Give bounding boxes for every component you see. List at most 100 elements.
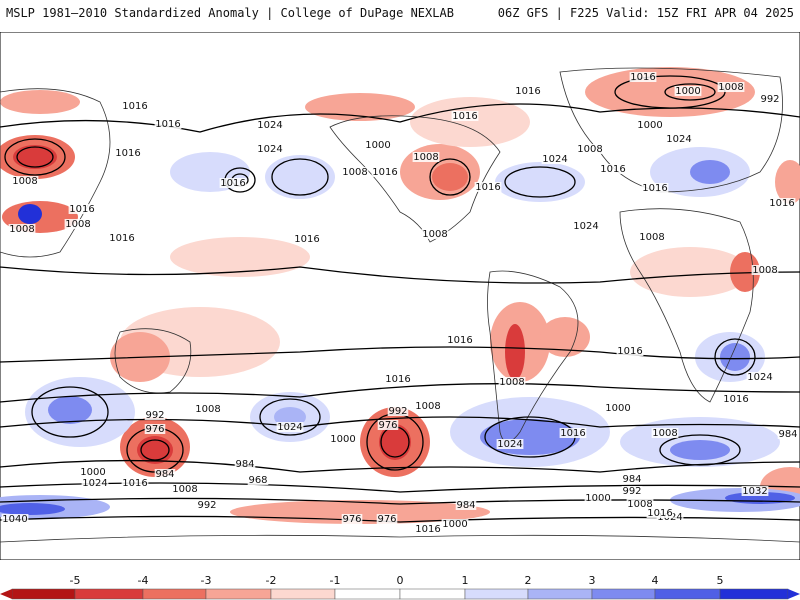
anomaly-neg-siberia	[585, 67, 755, 117]
contour-label-bg	[474, 182, 502, 192]
colorbar-tick-label: -3	[201, 574, 212, 587]
colorbar-tick-label: -2	[266, 574, 277, 587]
contour-label-bg	[665, 134, 693, 144]
contour-label: 976	[378, 420, 397, 431]
contour-label: 1008	[577, 144, 602, 155]
contour-label-bg	[414, 524, 442, 534]
contour-label: 1016	[372, 167, 397, 178]
isobar	[0, 266, 800, 284]
colorbar-bin	[270, 588, 336, 600]
contour-label-bg	[1, 514, 29, 524]
contour-label-bg	[11, 176, 39, 186]
colorbar-bin	[719, 588, 789, 600]
contour-label-bg	[746, 372, 774, 382]
contour-label-bg	[717, 82, 745, 92]
contour-label-bg	[576, 144, 604, 154]
contour-label-bg	[154, 119, 182, 129]
contour-label-bg	[514, 86, 542, 96]
contour-label-bg	[256, 120, 284, 130]
anomaly-pos-npac	[265, 155, 335, 199]
isobar	[0, 383, 800, 403]
anomaly-neg-hudson	[410, 97, 530, 147]
contour-label-bg	[629, 72, 657, 82]
anomaly-neg-africa	[630, 247, 750, 297]
isobar-closed	[504, 166, 576, 198]
contour-label: 1016	[630, 72, 655, 83]
contour-label: 1016	[220, 178, 245, 189]
contour-label-bg	[768, 198, 796, 208]
contour-label-bg	[219, 178, 247, 188]
contour-label-bg	[496, 439, 524, 449]
contour-label: 984	[456, 500, 475, 511]
contour-label-bg	[646, 508, 674, 518]
contour-label-bg	[171, 484, 199, 494]
contour-label: 1000	[365, 140, 390, 151]
colorbar-bin	[654, 588, 721, 600]
isobar-closed	[16, 146, 54, 168]
colorbar-tick-label: -4	[138, 574, 149, 587]
contour-label: 984	[235, 459, 254, 470]
contour-label-bg	[144, 410, 166, 420]
contour-label-bg	[341, 167, 369, 177]
contour-label: 992	[388, 406, 407, 417]
contour-label-bg	[384, 374, 412, 384]
contour-label: 1024	[257, 120, 282, 131]
contour-label: 1016	[647, 508, 672, 519]
isobar-closed	[664, 83, 716, 101]
contour-label: 1008	[422, 229, 447, 240]
contour-label: 1016	[447, 335, 472, 346]
contour-label-bg	[421, 229, 449, 239]
colorbar-tick-label: 3	[589, 574, 596, 587]
contour-labels: 1016 1016 1016 1008 1024 1024 1016 1008 1000 1016…	[1, 72, 799, 535]
contour-label-bg	[256, 144, 284, 154]
anomaly-neg-arctic-can	[305, 93, 415, 121]
contour-label-bg	[114, 148, 142, 158]
contour-label: 1016	[122, 478, 147, 489]
contour-label-bg	[441, 519, 469, 529]
contour-label: 976	[145, 424, 164, 435]
contour-label: 1016	[515, 86, 540, 97]
contour-label-bg	[364, 140, 392, 150]
contour-label: 1000	[585, 493, 610, 504]
anomaly-pos-europe-core	[690, 160, 730, 184]
colorbar-bin	[399, 588, 466, 600]
isobar-closed	[140, 439, 170, 461]
isobar	[0, 497, 800, 505]
contour-label: 992	[622, 486, 641, 497]
contour-label: 1024	[82, 478, 107, 489]
contour-label-bg	[498, 377, 526, 387]
contour-label: 1024	[747, 372, 772, 383]
contour-label: 1016	[452, 111, 477, 122]
anomaly-neg-andes-core	[505, 324, 525, 380]
contour-label-bg	[638, 232, 666, 242]
colorbar-tick-label: -1	[330, 574, 341, 587]
contour-label: 1024	[666, 134, 691, 145]
anomaly-colorbar: -5 -4 -3 -2 -1 0 1 2 3 4 5	[0, 574, 800, 600]
contour-label-bg	[636, 120, 664, 130]
contour-label: 1000	[442, 519, 467, 530]
isobar-closed	[31, 386, 109, 438]
anomaly-pos-safrica-core	[720, 343, 750, 371]
colorbar-min-arrow	[0, 589, 12, 599]
anomaly-shading	[0, 67, 800, 524]
contour-label-bg	[8, 224, 36, 234]
contour-label: 1016	[122, 101, 147, 112]
contour-label: 1024	[257, 144, 282, 155]
contour-label-bg	[121, 101, 149, 111]
colorbar-tick-label: 1	[462, 574, 469, 587]
contour-label: 1024	[542, 154, 567, 165]
contour-label: 976	[377, 514, 396, 525]
contour-label-bg	[451, 111, 479, 121]
colorbar-bin	[205, 588, 272, 600]
contour-label-bg	[68, 204, 96, 214]
contour-label: 1016	[723, 394, 748, 405]
mslp-anomaly-map: 1016 1016 1016 1008 1024 1024 1016 1008 1000 1016…	[0, 32, 800, 560]
map-title: MSLP 1981–2010 Standardized Anomaly | Co…	[6, 6, 454, 20]
isobar-closed	[259, 398, 321, 436]
contour-label-bg	[412, 152, 440, 162]
contour-label: 1000	[80, 467, 105, 478]
contour-label: 968	[248, 475, 267, 486]
contour-label: 1008	[639, 232, 664, 243]
isobar-closed	[659, 434, 741, 466]
contour-label: 1024	[497, 439, 522, 450]
